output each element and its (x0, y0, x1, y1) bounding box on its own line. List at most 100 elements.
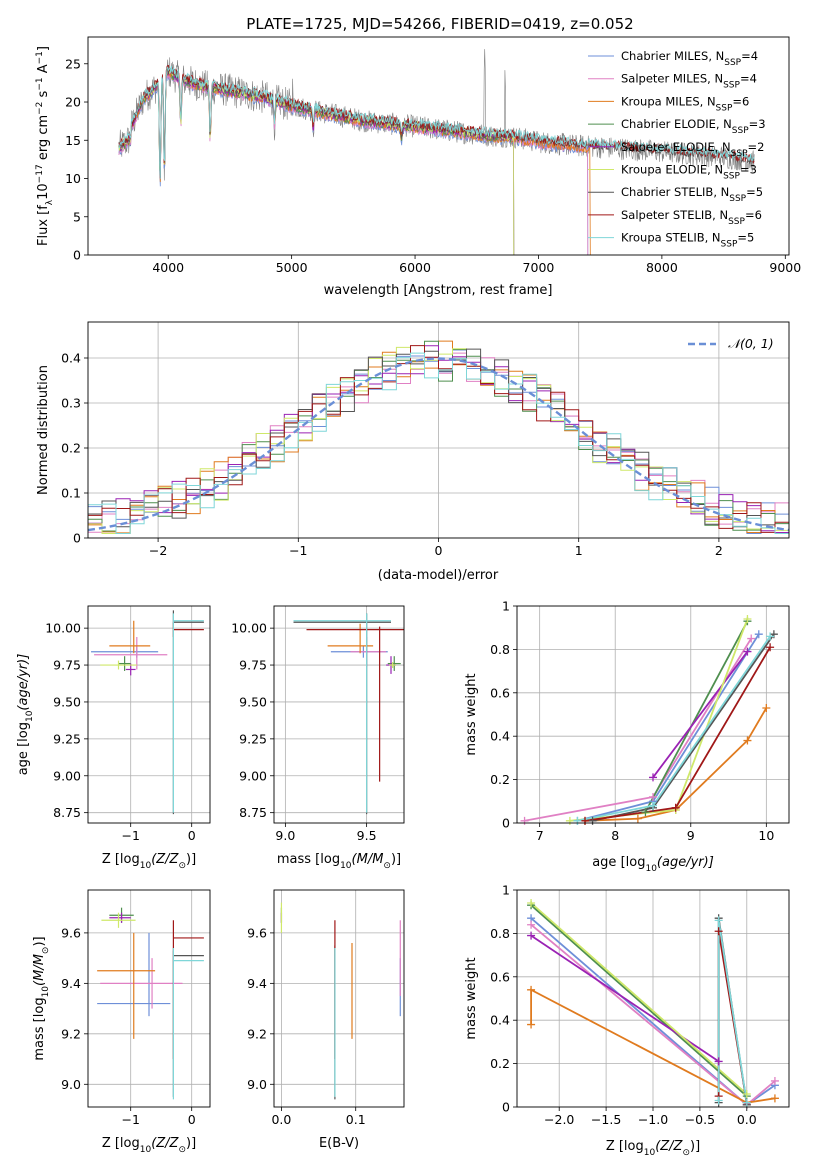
axes-frame (87, 321, 790, 539)
x-tick-label: 7000 (523, 260, 555, 275)
y-tick-label: 9.50 (239, 694, 267, 709)
series-marker-salpeter_stelib (671, 803, 680, 812)
legend-label-kroupa_miles-part: Kroupa MILES, N (621, 94, 716, 108)
legend-label-salpeter_miles-part: =4 (740, 72, 757, 86)
y-tick-label: 1 (502, 599, 510, 614)
series-marker-chabrier_miles (754, 630, 763, 639)
series-marker-salpeter_miles (527, 920, 536, 929)
y-axis-label-part: A (36, 64, 51, 77)
y-tick-label: 0.3 (61, 396, 81, 411)
y-axis-label-part: erg cm (36, 115, 51, 164)
series-marker-chabrier_elodie (641, 808, 650, 817)
series-marker-salpeter_miles (747, 634, 756, 643)
legend-label-salpeter_elodie: Salpeter ELODIE, NSSP=2 (621, 140, 764, 159)
x-tick-label: 0 (188, 828, 196, 843)
legend-label-salpeter_elodie-part: =2 (748, 140, 765, 154)
legend-label-kroupa_miles-part: =6 (732, 94, 749, 108)
y-axis-label-part: λ (45, 199, 55, 205)
y-axis-label: Flux [fλ10−17 erg cm−2 s−1 A−1] (35, 46, 55, 246)
series-marker-kroupa_miles (527, 985, 536, 994)
x-tick-label: 0.0 (271, 1112, 291, 1127)
x-axis-label: wavelength [Angstrom, rest frame] (324, 283, 553, 298)
x-axis-label-part: ⊙ (178, 861, 186, 871)
legend-label-salpeter_miles: Salpeter MILES, NSSP=4 (621, 72, 757, 91)
y-tick-label: 9.4 (61, 976, 81, 991)
x-tick-label: 0 (435, 543, 443, 558)
y-axis-label: mass [log10(M/M⊙)] (32, 936, 51, 1060)
y-axis-label-part: −17 (35, 164, 45, 183)
axes-frame (87, 889, 211, 1108)
y-axis-label: mass weight (464, 957, 479, 1039)
y-tick-label: 0.8 (490, 642, 510, 657)
axes-frame (273, 889, 405, 1108)
y-tick-label: 0 (502, 816, 510, 831)
x-tick-label: 6000 (399, 260, 431, 275)
y-tick-label: 9.00 (239, 768, 267, 783)
y-tick-label: 1 (502, 883, 510, 898)
series-marker-salpeter_miles (520, 816, 529, 825)
series-marker-salpeter_stelib (714, 927, 723, 936)
legend-label-normal: 𝒩(0, 1) (728, 336, 774, 351)
y-tick-label: 0.8 (490, 926, 510, 941)
y-tick-label: 0 (502, 1100, 510, 1115)
y-tick-label: 0.4 (490, 1013, 510, 1028)
y-tick-label: 25 (65, 56, 81, 71)
axes-frame (516, 605, 790, 824)
x-axis-label-part: 10 (140, 1145, 152, 1155)
normal-curve (88, 357, 789, 532)
y-axis-label-part: −2 (35, 102, 45, 115)
y-axis-label-part: −1 (35, 51, 45, 64)
y-tick-label: 9.0 (61, 1077, 81, 1092)
x-tick-label: 0.1 (346, 1112, 366, 1127)
series-marker-salpeter_stelib (766, 643, 775, 652)
series-line-chabrier_elodie (644, 620, 749, 813)
y-tick-label: 0.6 (490, 969, 510, 984)
x-tick-label: 9 (687, 828, 695, 843)
plot-area (274, 890, 404, 1107)
axes-frame (87, 605, 211, 824)
y-tick-label: 0.2 (490, 1056, 510, 1071)
plot-area (88, 606, 210, 823)
x-axis-label-part: 10 (140, 861, 152, 871)
legend-label-kroupa_elodie-part: =3 (740, 163, 757, 177)
y-axis-label-part: −1 (35, 77, 45, 90)
legend-label-chabrier_stelib-part: Chabrier STELIB, N (621, 185, 729, 199)
x-axis-label: mass [log10(M/M⊙)] (277, 852, 401, 871)
series-marker-kroupa_elodie (742, 1089, 751, 1098)
series-marker-salpeter_elodie (714, 1057, 723, 1066)
y-axis-label-part: mass [log (32, 997, 47, 1060)
x-tick-label: 9.0 (275, 828, 295, 843)
y-tick-label: 10 (65, 171, 81, 186)
x-axis-label-part: ⊙ (178, 1145, 186, 1155)
y-axis-label-part: s (36, 90, 51, 101)
x-axis-label-part: ⊙ (682, 1148, 690, 1158)
x-tick-label: 7 (536, 828, 544, 843)
legend-label-kroupa_stelib-part: Kroupa STELIB, N (621, 231, 721, 245)
x-axis-label-part: Z [log (102, 852, 140, 867)
x-axis-label: Z [log10(Z/Z⊙)] (606, 1139, 700, 1158)
series-line-chabrier_elodie (530, 904, 748, 1097)
x-axis-label-part: Z [log (606, 1139, 644, 1154)
y-tick-label: 10.00 (45, 621, 81, 636)
figure-title: PLATE=1725, MJD=54266, FIBERID=0419, z=0… (246, 15, 633, 33)
plot-area (88, 890, 210, 1107)
y-axis-label-part: Flux [f (36, 205, 51, 246)
axes-frame (87, 36, 790, 256)
series-marker-kroupa_elodie (743, 615, 752, 624)
y-tick-label: 9.50 (53, 694, 81, 709)
legend-label-chabrier_elodie-part: SSP (732, 126, 749, 136)
y-tick-label: 20 (65, 95, 81, 110)
series-line-salpeter_elodie (652, 651, 749, 778)
panel-weight_vs_Z: −2.0 −1.5 −1.0 −0.5 0.0 0 0.2 0.4 0.6 0.8 1 Z [log1… (464, 883, 790, 1158)
legend-label-chabrier_elodie: Chabrier ELODIE, NSSP=3 (621, 117, 766, 136)
legend-label-salpeter_stelib-part: SSP (728, 217, 745, 227)
series-marker-salpeter_miles (649, 792, 657, 801)
y-tick-label: 9.25 (239, 731, 267, 746)
y-axis-label-part: (age/yr)] (16, 654, 31, 711)
x-axis-label-part: mass [log (277, 852, 340, 867)
y-tick-label: 10.00 (231, 621, 267, 636)
x-tick-label: 5000 (276, 260, 308, 275)
y-tick-label: 0.2 (61, 441, 81, 456)
legend-label-kroupa_miles-part: SSP (716, 103, 733, 113)
